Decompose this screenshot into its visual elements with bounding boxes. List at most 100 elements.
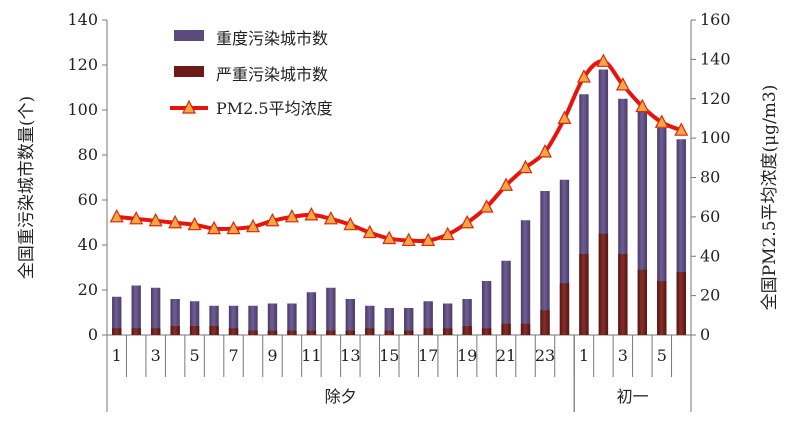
axes bbox=[102, 19, 696, 412]
legend-label-heavy: 重度污染城市数 bbox=[216, 29, 328, 48]
labels-layer: 0 20 40 60 80 100 120 140 0 20 40 60 80 100 120 140 160 除… bbox=[17, 10, 780, 406]
bars-layer bbox=[112, 69, 686, 335]
pm25-marker bbox=[148, 212, 163, 227]
pm25-marker bbox=[615, 77, 630, 91]
bar-heavy-pollution bbox=[520, 220, 531, 335]
pm25-marker bbox=[635, 98, 650, 113]
right-tick-label: 60 bbox=[700, 207, 720, 226]
pm25-marker bbox=[226, 220, 241, 235]
pm25-marker bbox=[284, 208, 299, 223]
right-tick-label: 140 bbox=[700, 49, 731, 68]
bar-severe-pollution bbox=[228, 328, 239, 335]
pm25-marker bbox=[674, 122, 689, 136]
pm25-marker bbox=[382, 230, 397, 245]
pm25-marker bbox=[479, 199, 494, 213]
x-tick-label: 1 bbox=[112, 346, 122, 365]
bar-severe-pollution bbox=[267, 330, 278, 335]
right-tick-label: 120 bbox=[700, 89, 731, 108]
bar-heavy-pollution bbox=[131, 285, 141, 335]
bar-heavy-pollution bbox=[676, 139, 686, 335]
bar-severe-pollution bbox=[442, 328, 453, 335]
line-layer bbox=[109, 53, 689, 247]
bar-severe-pollution bbox=[481, 328, 492, 335]
pm25-marker bbox=[596, 53, 611, 67]
right-tick-label: 40 bbox=[700, 246, 720, 265]
bar-severe-pollution bbox=[326, 330, 336, 335]
bar-severe-pollution bbox=[189, 326, 200, 335]
bar-heavy-pollution bbox=[559, 179, 570, 335]
pm25-marker bbox=[168, 214, 183, 229]
bar-severe-pollution bbox=[209, 326, 219, 335]
x-tick-label: 1 bbox=[579, 346, 589, 365]
bar-heavy-pollution bbox=[287, 303, 297, 335]
legend-label-pm25: PM2.5平均浓度 bbox=[216, 99, 333, 118]
bar-severe-pollution bbox=[170, 326, 180, 335]
left-tick-label: 120 bbox=[67, 55, 98, 74]
bar-severe-pollution bbox=[540, 310, 550, 335]
bar-heavy-pollution bbox=[637, 110, 648, 335]
bar-heavy-pollution bbox=[384, 308, 394, 335]
pm25-marker bbox=[304, 207, 319, 221]
bar-severe-pollution bbox=[618, 254, 628, 335]
x-tick-label: 3 bbox=[151, 346, 161, 365]
bar-heavy-pollution bbox=[345, 299, 356, 335]
bar-severe-pollution bbox=[657, 281, 667, 335]
pm25-marker bbox=[557, 110, 572, 124]
pm25-marker bbox=[323, 210, 338, 225]
bar-severe-pollution bbox=[676, 272, 686, 335]
bar-heavy-pollution bbox=[150, 287, 161, 335]
bar-heavy-pollution bbox=[112, 296, 122, 335]
pm25-marker bbox=[207, 220, 222, 235]
bar-severe-pollution bbox=[559, 283, 570, 335]
x-tick-label: 15 bbox=[379, 346, 399, 365]
bar-severe-pollution bbox=[462, 326, 472, 335]
pm25-marker bbox=[129, 210, 144, 225]
left-tick-label: 40 bbox=[78, 235, 98, 254]
pm25-marker bbox=[401, 232, 416, 247]
legend-swatch-severe bbox=[174, 66, 204, 77]
bar-heavy-pollution bbox=[170, 299, 180, 335]
legend-swatch-heavy bbox=[174, 30, 204, 41]
bar-severe-pollution bbox=[423, 328, 433, 335]
x-tick-label: 13 bbox=[340, 346, 360, 365]
bar-heavy-pollution bbox=[657, 128, 667, 335]
bar-heavy-pollution bbox=[365, 305, 375, 335]
bar-heavy-pollution bbox=[501, 260, 511, 335]
x-tick-label: 23 bbox=[535, 346, 555, 365]
pm25-marker bbox=[460, 214, 475, 229]
bar-severe-pollution bbox=[579, 254, 589, 335]
bar-heavy-pollution bbox=[540, 191, 550, 335]
pm25-marker bbox=[499, 177, 514, 191]
bar-severe-pollution bbox=[404, 330, 414, 335]
bar-severe-pollution bbox=[501, 323, 511, 335]
left-tick-label: 60 bbox=[78, 190, 98, 209]
bar-severe-pollution bbox=[287, 330, 297, 335]
bar-severe-pollution bbox=[637, 269, 648, 335]
pm25-marker bbox=[654, 114, 669, 128]
right-tick-label: 20 bbox=[700, 286, 720, 305]
bar-heavy-pollution bbox=[189, 301, 200, 335]
pm25-marker bbox=[421, 232, 436, 247]
bar-severe-pollution bbox=[248, 330, 258, 335]
left-tick-label: 100 bbox=[67, 100, 98, 119]
pm25-marker bbox=[440, 226, 455, 241]
x-tick-label: 17 bbox=[418, 346, 438, 365]
pm25-marker bbox=[518, 159, 533, 174]
legend-label-severe: 严重污染城市数 bbox=[216, 65, 328, 84]
bar-heavy-pollution bbox=[306, 292, 317, 335]
bar-severe-pollution bbox=[131, 328, 141, 335]
pm25-marker bbox=[187, 216, 202, 231]
pm25-marker bbox=[343, 216, 358, 231]
bar-severe-pollution bbox=[384, 330, 394, 335]
bar-heavy-pollution bbox=[209, 305, 219, 335]
pm25-marker bbox=[538, 144, 552, 158]
x-group-label: 除夕 bbox=[325, 387, 357, 406]
bar-heavy-pollution bbox=[404, 308, 414, 335]
x-tick-label: 9 bbox=[267, 346, 277, 365]
right-tick-label: 80 bbox=[700, 168, 720, 187]
bar-severe-pollution bbox=[520, 323, 531, 335]
x-tick-label: 21 bbox=[496, 346, 516, 365]
x-tick-label: 11 bbox=[301, 346, 321, 365]
x-tick-label: 5 bbox=[190, 346, 200, 365]
